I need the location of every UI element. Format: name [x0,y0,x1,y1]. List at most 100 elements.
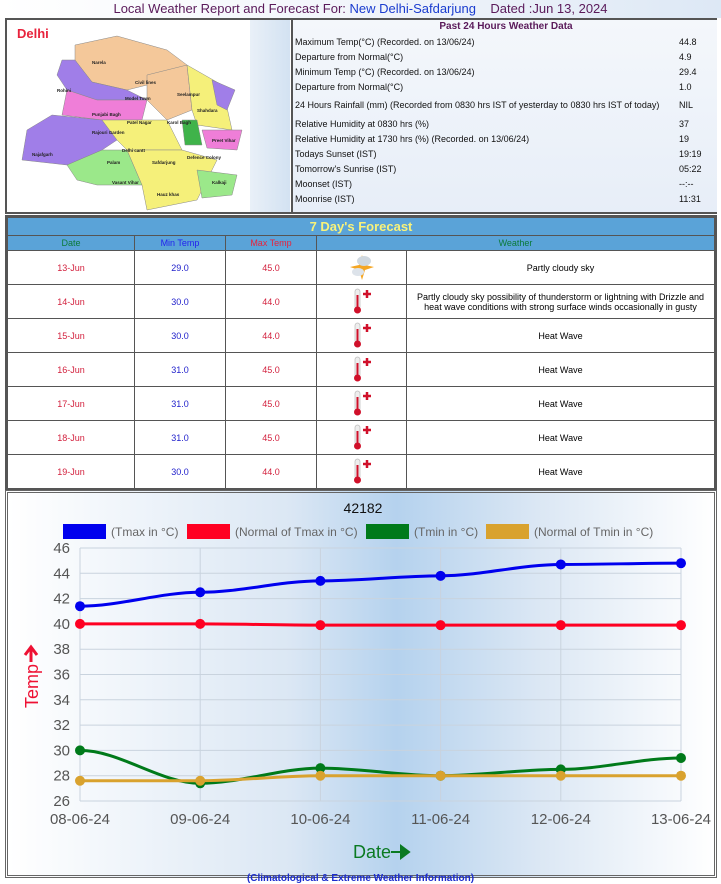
past-data-row: Maximum Temp(°C) (Recorded. on 13/06/24)… [293,34,717,49]
legend-label: (Normal of Tmax in °C) [235,525,358,539]
data-point [676,770,686,781]
legend-label: (Normal of Tmin in °C) [534,525,653,539]
data-point [75,745,85,756]
station-name: New Delhi-Safdarjung [349,1,476,16]
series-line [79,561,682,608]
forecast-min-temp: 30.0 [135,285,225,318]
district-label: Palam [107,160,121,165]
y-tick-label: 46 [53,540,70,557]
past-data-label: Relative Humidity at 0830 hrs (%) [295,118,430,129]
col-min-temp: Min Temp [135,236,225,250]
forecast-max-temp: 45.0 [226,421,316,454]
x-tick-label: 11-06-24 [411,811,470,828]
data-point [195,618,206,629]
data-point [676,620,686,631]
y-tick-label: 34 [53,692,70,709]
past-data-value: 1.0 [679,81,692,92]
past-data-value: 19 [679,133,690,144]
x-tick-label: 09-06-24 [170,811,230,828]
past-data-label: Tomorrow's Sunrise (IST) [295,163,397,174]
district-label: Safdarjung [152,160,176,165]
forecast-weather: Heat Wave [407,319,714,352]
forecast-min-temp: 31.0 [135,421,225,454]
series-line [80,622,681,627]
forecast-date: 18-Jun [8,421,134,454]
forecast-max-temp: 44.0 [226,455,316,488]
forecast-min-temp: 29.0 [135,251,225,284]
past-data-value: 44.8 [679,36,697,47]
y-tick-label: 36 [53,667,70,684]
past-data-value: 19:19 [679,148,702,159]
title-prefix: Local Weather Report and Forecast For: [113,1,350,16]
past-data-label: Departure from Normal(°C) [295,81,404,92]
past-data-value: 05:22 [679,163,702,174]
data-point [555,620,566,631]
data-point [315,575,326,586]
y-tick-label: 30 [53,742,70,759]
forecast-weather: Partly cloudy sky [407,251,714,284]
past-data-row: Relative Humidity at 1730 hrs (%) (Recor… [293,131,717,146]
x-tick-label: 13-06-24 [651,811,711,828]
y-tick-label: 40 [53,616,70,633]
legend-label: (Tmin in °C) [414,525,478,539]
district-label: Rohini [57,88,71,93]
past-data-label: 24 Hours Rainfall (mm) (Recorded from 08… [295,100,660,110]
up-arrow-icon [23,644,39,662]
data-point [435,620,446,631]
past-data-value: 37 [679,118,690,129]
heat-wave-thermometer-icon [317,387,406,420]
forecast-row: 16-Jun 31.0 45.0 Heat Wave [8,353,714,386]
col-date: Date [8,236,134,250]
heat-wave-thermometer-icon [317,319,406,352]
forecast-date: 16-Jun [8,353,134,386]
forecast-max-temp: 44.0 [226,285,316,318]
forecast-min-temp: 31.0 [135,353,225,386]
delhi-district-map: Delhi Narela Rohini Model Town Civil lines S… [7,20,250,212]
forecast-max-temp: 45.0 [226,353,316,386]
past-data-row: Relative Humidity at 0830 hrs (%) 37 [293,116,717,131]
district-label: Najafgarh [32,152,53,157]
y-tick-label: 44 [53,565,70,582]
y-tick-label: 28 [53,768,70,785]
forecast-weather: Heat Wave [407,353,714,386]
x-tick-label: 12-06-24 [531,811,591,828]
past-data-label: Departure from Normal(°C) [295,51,404,62]
data-point [676,752,686,763]
y-tick-label: 32 [53,717,70,734]
col-weather: Weather [317,236,714,250]
forecast-date: 17-Jun [8,387,134,420]
forecast-weather: Heat Wave [407,421,714,454]
climatological-link[interactable]: (Climatological & Extreme Weather Inform… [246,873,475,884]
map-side-strip [250,20,290,212]
district-label: Kalkaji [212,180,227,185]
past-data-value: 11:31 [679,193,701,204]
y-tick-label: 26 [53,793,70,810]
forecast-row: 13-Jun 29.0 45.0 Partly cloudy sky [8,251,714,284]
data-point [75,775,85,786]
x-tick-label: 08-06-24 [50,811,110,828]
data-point [435,770,446,781]
forecast-row: 19-Jun 30.0 44.0 Heat Wave [8,455,714,488]
district-label: Shahdara [197,108,218,113]
district-label: Civil lines [135,80,157,85]
forecast-date: 19-Jun [8,455,134,488]
series-line [79,748,682,785]
district-label: Delhi cantt [122,148,146,153]
series-line [80,774,681,783]
x-axis-label: Date [353,842,391,862]
forecast-date: 14-Jun [8,285,134,318]
past-data-row: Minimum Temp (°C) (Recorded. on 13/06/24… [293,64,717,79]
past-data-label: Maximum Temp(°C) (Recorded. on 13/06/24) [295,36,475,47]
forecast-max-temp: 45.0 [226,387,316,420]
district-label: Model Town [125,96,151,101]
past-data-label: Relative Humidity at 1730 hrs (%) (Recor… [295,133,530,144]
past-data-label: Minimum Temp (°C) (Recorded. on 13/06/24… [295,66,475,77]
forecast-weather: Heat Wave [407,455,714,488]
district-label: Defence Colony [187,155,222,160]
forecast-row: 18-Jun 31.0 45.0 Heat Wave [8,421,714,454]
past-data-row: Departure from Normal(°C) 1.0 [293,79,717,94]
past-data-row: 24 Hours Rainfall (mm) (Recorded from 08… [293,94,717,116]
past-data-row: Tomorrow's Sunrise (IST) 05:22 [293,161,717,176]
forecast-date: 13-Jun [8,251,134,284]
past-data-row: Departure from Normal(°C) 4.9 [293,49,717,64]
